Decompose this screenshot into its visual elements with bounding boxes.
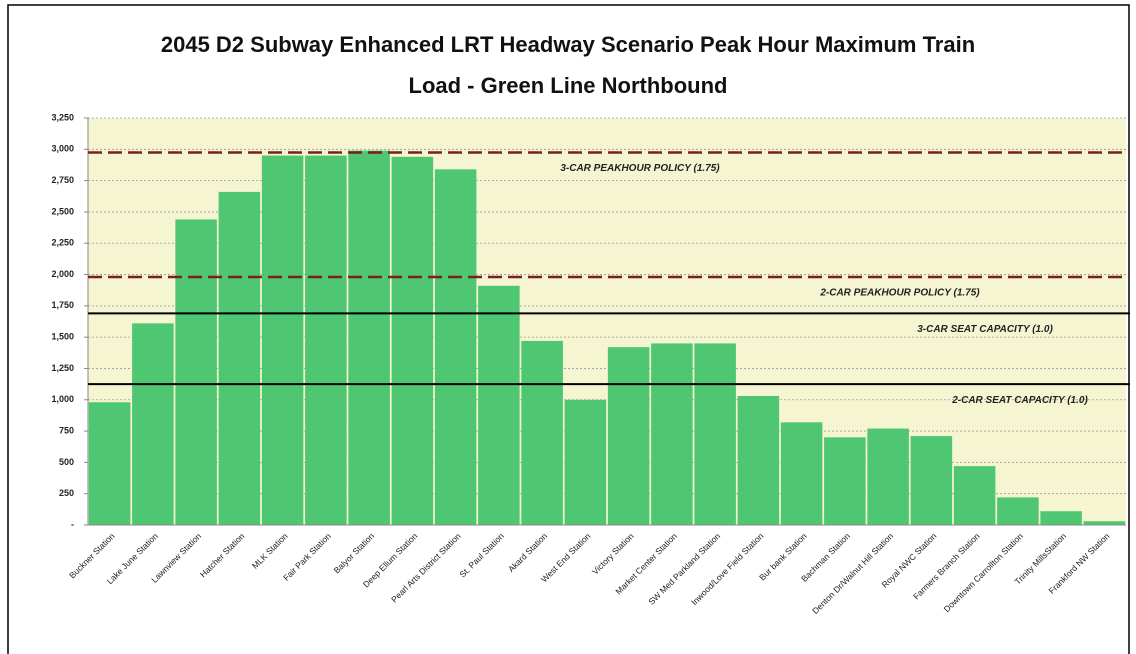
y-tick-label: 1,250 <box>51 363 74 373</box>
x-tick-label: MLK Station <box>250 531 290 571</box>
y-tick-label: 2,250 <box>51 238 74 248</box>
bar <box>607 347 650 525</box>
y-tick-label: 1,000 <box>51 394 74 404</box>
bar <box>88 402 131 525</box>
chart-title: Load - Green Line Northbound <box>409 73 728 98</box>
y-tick-label: - <box>71 519 74 529</box>
y-tick-label: 1,750 <box>51 300 74 310</box>
bar <box>132 323 174 525</box>
x-tick-label: Akard Station <box>506 531 549 574</box>
reference-label: 2-CAR PEAKHOUR POLICY (1.75) <box>819 288 980 299</box>
x-tick-label: St. Paul Station <box>457 531 506 580</box>
bar <box>651 343 693 525</box>
x-tick-label: SW Med Parkland Station <box>646 531 722 607</box>
bar <box>478 285 520 525</box>
y-tick-label: 3,000 <box>51 144 74 154</box>
plot-area <box>88 118 1126 525</box>
x-tick-label: Balyor Station <box>332 531 377 576</box>
bar <box>564 399 607 525</box>
bar <box>218 191 261 525</box>
frame <box>7 4 1130 654</box>
y-tick-label: 250 <box>59 488 74 498</box>
chart-title: 2045 D2 Subway Enhanced LRT Headway Scen… <box>161 32 975 57</box>
y-tick-label: 2,750 <box>51 175 74 185</box>
x-tick-label: Downtown Carrollton Station <box>942 531 1025 614</box>
x-tick-label: Denton Dr/Walnut Hill Station <box>810 531 895 616</box>
bar <box>434 169 477 526</box>
bar <box>694 343 736 525</box>
bar <box>261 155 304 526</box>
y-tick-label: 750 <box>59 425 74 435</box>
bar <box>953 466 996 525</box>
bar <box>348 150 390 525</box>
bar <box>1040 511 1082 525</box>
y-tick-label: 2,000 <box>51 269 74 279</box>
y-tick-label: 1,500 <box>51 332 74 342</box>
bar <box>910 436 953 525</box>
reference-label: 3-CAR PEAKHOUR POLICY (1.75) <box>560 163 720 174</box>
y-tick-label: 500 <box>59 457 74 467</box>
x-tick-label: Victory Station <box>590 531 636 577</box>
bar <box>1083 521 1126 525</box>
y-tick-label: 2,500 <box>51 206 74 216</box>
bar <box>391 156 434 525</box>
reference-label: 3-CAR SEAT CAPACITY (1.0) <box>917 324 1053 335</box>
reference-label: 2-CAR SEAT CAPACITY (1.0) <box>951 395 1088 406</box>
bar <box>867 428 909 525</box>
bar <box>521 340 563 525</box>
x-tick-label: Inwood/Love Field Station <box>689 531 765 607</box>
bar <box>305 155 347 526</box>
x-tick-label: Buckner Station <box>67 531 117 581</box>
bar <box>780 422 823 525</box>
bar <box>175 219 217 525</box>
bar <box>824 437 866 525</box>
x-tick-label: Hatcher Station <box>198 531 247 580</box>
bar <box>737 396 780 525</box>
y-tick-label: 3,250 <box>51 112 74 122</box>
bar <box>997 497 1039 525</box>
